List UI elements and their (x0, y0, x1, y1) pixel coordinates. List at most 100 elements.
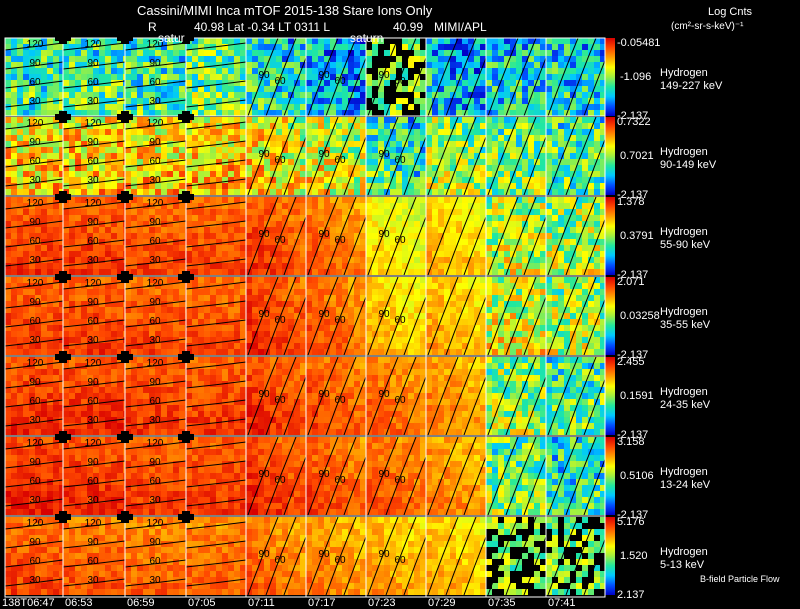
contour-label: 90 (318, 70, 330, 81)
contour-label: 60 (149, 77, 161, 88)
contour-label: 60 (394, 395, 406, 406)
heatmap-panel (486, 517, 546, 595)
colorbar (605, 437, 615, 515)
heatmap-panel (366, 277, 426, 355)
heatmap-panel (426, 437, 486, 515)
contour-label: 90 (87, 537, 99, 548)
colorbar-mid-label: 1.520 (620, 550, 648, 562)
contour-label: 60 (394, 235, 406, 246)
contour-label: 120 (85, 438, 102, 449)
heatmap-panel (63, 117, 125, 195)
heatmap-panel (306, 38, 366, 116)
contour-label: 60 (274, 155, 286, 166)
heatmap-panel (186, 437, 246, 515)
time-tick-label: 07:17 (308, 597, 336, 609)
contour-label: 90 (318, 549, 330, 560)
contour-label: 90 (258, 469, 270, 480)
heatmap-panel (426, 517, 486, 595)
contour-label: 60 (394, 555, 406, 566)
energy-channel-row: 120 90 60 30 120 90 60 30 120 90 60 30 90 60 90 60 90 60 3… (5, 436, 711, 521)
heatmap-panel (426, 277, 486, 355)
heatmap-panel (426, 357, 486, 435)
heatmap-panel (546, 277, 605, 355)
time-tick-label: 06:53 (65, 597, 93, 609)
heatmap-panel (125, 117, 186, 195)
colorbar-min-label: 2.137 (617, 589, 645, 601)
heatmap-panel (546, 517, 605, 595)
heatmap-panel (125, 197, 186, 275)
contour-label: 30 (87, 175, 99, 186)
contour-label: 120 (147, 358, 164, 369)
energy-channel-row: 120 90 60 30 120 90 60 30 120 90 60 30 90 60 90 60 90 60 0… (5, 116, 717, 201)
heatmap-panel (486, 197, 546, 275)
time-tick-label: 138T06:47 (2, 597, 55, 609)
contour-label: 60 (29, 316, 41, 327)
contour-label: 90 (378, 70, 390, 81)
contour-label: 60 (87, 316, 99, 327)
colorbar-max-label: 2.071 (617, 276, 645, 288)
colorbar-units-line2: (cm²-sr-s-keV)⁻¹ (671, 21, 744, 32)
energy-channel-row: 120 90 60 30 120 90 60 30 120 90 60 30 90 60 90 60 90 60 5… (5, 516, 708, 601)
contour-label: 30 (29, 495, 41, 506)
contour-label: 30 (29, 175, 41, 186)
heatmap-panel (186, 277, 246, 355)
heatmap-panel (246, 38, 306, 116)
heatmap-panel (5, 437, 63, 515)
channel-energy-label: 149-227 keV (660, 80, 723, 92)
colorbar (605, 38, 615, 116)
contour-label: 60 (87, 77, 99, 88)
heatmap-panel (546, 38, 605, 116)
contour-label: 60 (334, 235, 346, 246)
heatmap-panel (306, 517, 366, 595)
contour-label: 90 (378, 549, 390, 560)
heatmap-panel (5, 517, 63, 595)
heatmap-panel (186, 517, 246, 595)
heatmap-panel (306, 357, 366, 435)
contour-label: 60 (149, 396, 161, 407)
contour-label: 90 (149, 137, 161, 148)
contour-label: 120 (27, 39, 44, 50)
contour-label: 60 (274, 395, 286, 406)
l-shell-value: 40.99 (393, 20, 423, 34)
contour-label: 60 (334, 555, 346, 566)
contour-label: 90 (378, 309, 390, 320)
energy-channel-row: 120 90 60 30 120 90 60 30 120 90 60 30 90 60 90 60 90 60 -… (5, 37, 723, 122)
contour-label: 90 (318, 149, 330, 160)
contour-label: 90 (29, 58, 41, 69)
colorbar-max-label: 5.176 (617, 516, 645, 528)
channel-species-label: Hydrogen (660, 67, 708, 79)
heatmap-panel (546, 357, 605, 435)
contour-label: 60 (334, 475, 346, 486)
contour-label: 120 (27, 358, 44, 369)
heatmap-panel (63, 437, 125, 515)
heatmap-panel (125, 357, 186, 435)
colorbar-mid-label: 0.03258 (620, 310, 660, 322)
contour-label: 90 (29, 297, 41, 308)
contour-label: 90 (318, 469, 330, 480)
contour-label: 90 (87, 137, 99, 148)
colorbar (605, 277, 615, 355)
heatmap-panel (125, 437, 186, 515)
contour-label: 120 (85, 39, 102, 50)
contour-label: 120 (27, 278, 44, 289)
contour-label: 60 (29, 156, 41, 167)
time-tick-label: 07:11 (248, 597, 275, 609)
contour-label: 90 (29, 537, 41, 548)
colorbar-min-label: -2.137 (617, 269, 648, 281)
contour-label: 120 (147, 278, 164, 289)
heatmap-panel (5, 117, 63, 195)
contour-label: 60 (274, 555, 286, 566)
contour-label: 90 (29, 457, 41, 468)
contour-label: 30 (29, 575, 41, 586)
heatmap-panel (306, 437, 366, 515)
contour-label: 30 (87, 575, 99, 586)
contour-label: 60 (149, 236, 161, 247)
colorbar-min-label: -2.137 (617, 429, 648, 441)
time-tick-label: 07:29 (428, 597, 456, 609)
contour-label: 120 (27, 438, 44, 449)
heatmap-panel (486, 357, 546, 435)
contour-label: 30 (87, 415, 99, 426)
r-label: R (148, 20, 157, 34)
colorbar-min-label: -2.137 (617, 509, 648, 521)
